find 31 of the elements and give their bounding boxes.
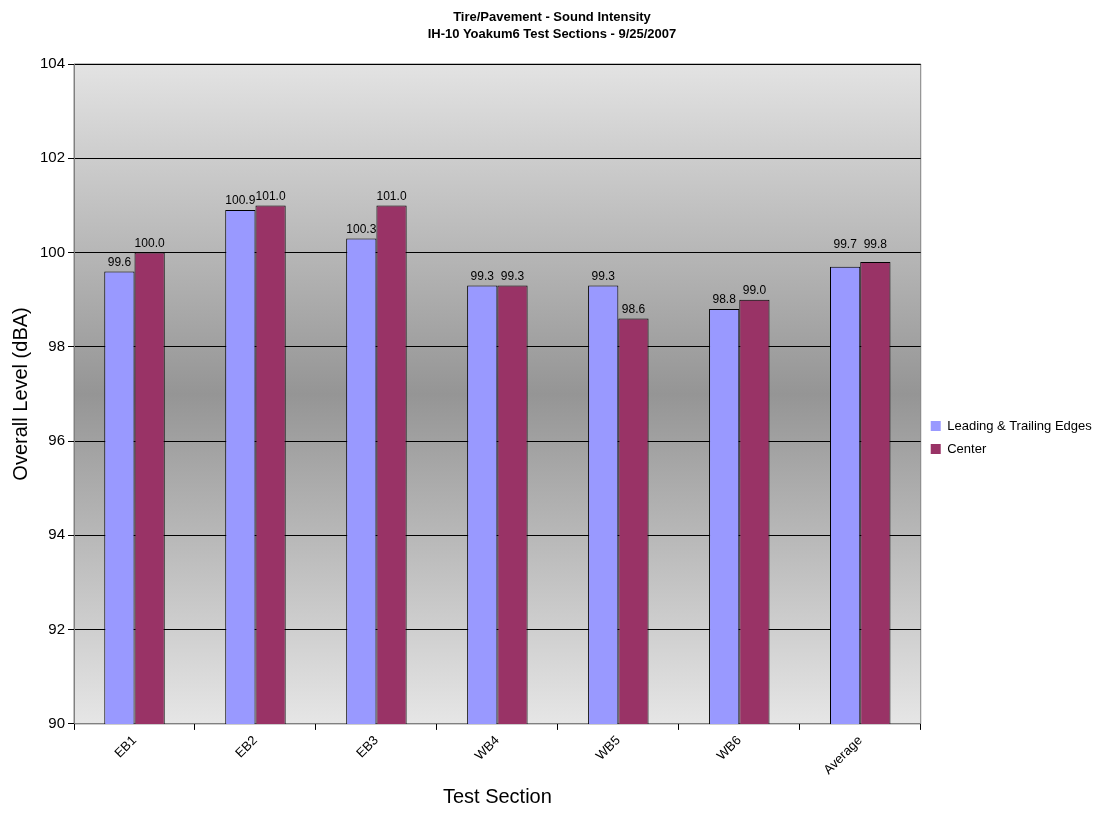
y-tick-label: 92	[48, 619, 66, 637]
data-label: 101.0	[376, 188, 407, 203]
data-label: 99.8	[863, 236, 888, 251]
data-label: 98.8	[712, 292, 737, 307]
data-label: 99.7	[833, 236, 858, 251]
data-label: 99.0	[742, 282, 767, 297]
legend-label: Center	[947, 440, 987, 456]
y-tick-label: 98	[48, 336, 66, 354]
data-label: 99.6	[107, 254, 132, 269]
x-tick-label: EB3	[353, 732, 382, 761]
chart-subtitle: IH-10 Yoakum6 Test Sections - 9/25/2007	[426, 25, 678, 42]
legend-label: Leading & Trailing Edges	[947, 417, 1093, 433]
chart-title: Tire/Pavement - Sound Intensity	[452, 8, 652, 25]
y-tick-label: 94	[48, 525, 66, 543]
y-axis-title: Overall Level (dBA)	[8, 307, 31, 481]
data-label: 100.0	[134, 235, 165, 250]
data-label: 99.3	[591, 268, 616, 283]
y-tick-label: 102	[40, 148, 66, 166]
data-label: 100.3	[346, 221, 377, 236]
data-label: 99.3	[500, 268, 525, 283]
data-label: 99.3	[470, 268, 495, 283]
x-tick-label: EB2	[232, 732, 261, 761]
x-tick-label: EB1	[111, 732, 140, 761]
data-label: 101.0	[255, 188, 286, 203]
y-tick-label: 100	[40, 242, 66, 260]
data-label: 98.6	[621, 301, 646, 316]
x-axis-title: Test Section	[442, 784, 552, 807]
y-tick-label: 90	[48, 714, 66, 732]
y-tick-label: 104	[40, 54, 66, 72]
y-tick-label: 96	[48, 431, 66, 449]
data-label: 100.9	[225, 193, 256, 208]
